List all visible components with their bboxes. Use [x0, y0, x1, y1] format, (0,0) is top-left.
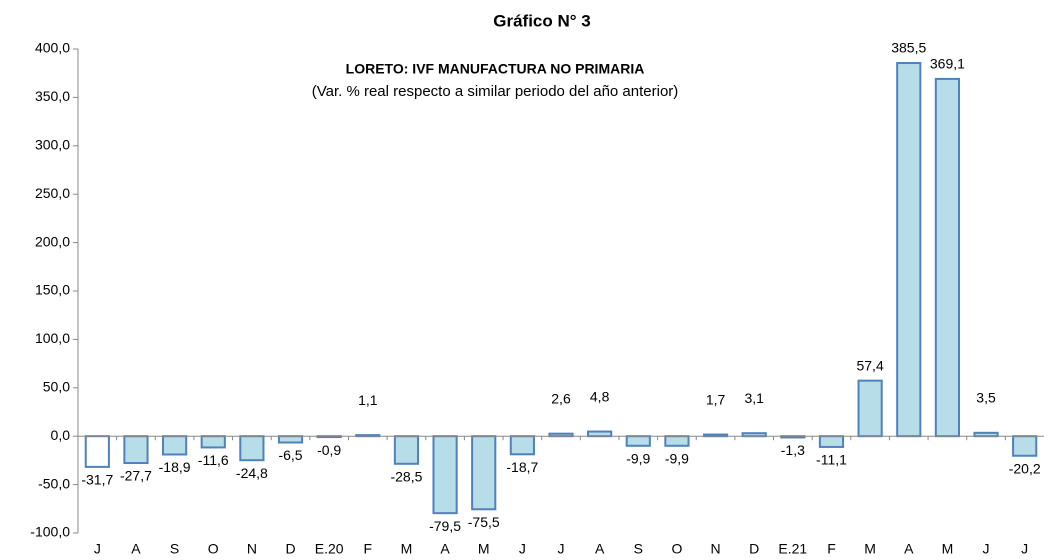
value-label: 3,1	[744, 390, 764, 406]
y-tick-label: 300,0	[35, 137, 70, 153]
value-label: 3,5	[976, 390, 996, 406]
value-label: -31,7	[81, 472, 113, 488]
x-tick-label: A	[595, 541, 605, 557]
y-tick-label: 200,0	[35, 233, 70, 249]
x-tick-label: S	[634, 541, 643, 557]
bar	[1012, 435, 1038, 457]
bar	[587, 430, 613, 438]
x-tick-label: N	[710, 541, 720, 557]
value-label: -0,9	[317, 442, 341, 458]
bar	[625, 435, 651, 447]
y-tick-label: 350,0	[35, 88, 70, 104]
bar	[162, 435, 188, 456]
value-label: 57,4	[856, 357, 883, 373]
value-label: -79,5	[429, 518, 461, 534]
value-label: -28,5	[390, 468, 422, 484]
x-tick-label: J	[558, 541, 565, 557]
x-tick-label: D	[749, 541, 759, 557]
bar	[393, 435, 420, 465]
y-tick-label: 250,0	[35, 185, 70, 201]
x-tick-label: J	[519, 541, 526, 557]
value-label: 1,7	[706, 391, 726, 407]
value-label: -6,5	[278, 447, 302, 463]
x-tick-label: E.20	[315, 541, 344, 557]
x-tick-label: O	[208, 541, 219, 557]
x-tick-label: A	[904, 541, 914, 557]
value-label: 4,8	[590, 388, 610, 404]
x-tick-label: J	[1021, 541, 1028, 557]
y-tick-label: 400,0	[35, 40, 70, 56]
chart-note: (Var. % real respecto a similar periodo …	[312, 83, 679, 100]
bar	[277, 435, 304, 444]
bar	[664, 435, 690, 447]
chart-title: Gráfico N° 3	[493, 11, 591, 30]
x-tick-label: O	[671, 541, 682, 557]
x-tick-label: J	[983, 541, 990, 557]
x-tick-label: S	[170, 541, 179, 557]
bar	[973, 431, 999, 438]
value-label: 369,1	[930, 56, 965, 72]
y-tick-label: 0,0	[51, 427, 71, 443]
value-label: 385,5	[891, 40, 926, 56]
y-tick-label: 50,0	[43, 379, 70, 395]
x-tick-label: F	[827, 541, 836, 557]
bar	[857, 379, 883, 438]
x-tick-label: A	[440, 541, 450, 557]
bar	[200, 435, 226, 449]
value-label: 2,6	[551, 390, 571, 406]
value-label: -9,9	[626, 450, 650, 466]
y-tick-label: 100,0	[35, 330, 70, 346]
value-label: -18,7	[506, 459, 538, 475]
x-tick-label: A	[131, 541, 141, 557]
x-tick-label: N	[247, 541, 257, 557]
value-label: -24,8	[236, 465, 268, 481]
chart-subtitle: LORETO: IVF MANUFACTURA NO PRIMARIA	[346, 61, 645, 77]
value-label: -9,9	[665, 450, 689, 466]
y-tick-label: -100,0	[30, 524, 70, 540]
x-tick-label: M	[401, 541, 413, 557]
x-tick-label: F	[364, 541, 373, 557]
y-tick-label: 150,0	[35, 282, 70, 298]
bar	[509, 435, 535, 456]
x-tick-label: M	[864, 541, 876, 557]
x-tick-label: D	[285, 541, 295, 557]
bar	[934, 77, 960, 438]
x-tick-label: M	[478, 541, 490, 557]
value-label: 1,1	[358, 392, 378, 408]
value-label: -75,5	[468, 514, 500, 530]
bar	[432, 435, 458, 515]
x-tick-label: J	[94, 541, 101, 557]
value-label: -1,3	[781, 442, 805, 458]
bar	[818, 435, 845, 448]
y-tick-label: -50,0	[38, 475, 70, 491]
value-label: -27,7	[120, 468, 152, 484]
bar	[471, 435, 497, 511]
value-label: -20,2	[1009, 460, 1041, 476]
value-label: -11,1	[816, 452, 847, 468]
x-tick-label: M	[942, 541, 954, 557]
value-label: -11,6	[198, 452, 229, 468]
x-tick-label: E.21	[778, 541, 807, 557]
bar	[239, 435, 265, 462]
value-label: -18,9	[159, 459, 191, 475]
bar	[896, 62, 922, 438]
bar	[84, 435, 110, 468]
bar	[123, 435, 149, 465]
